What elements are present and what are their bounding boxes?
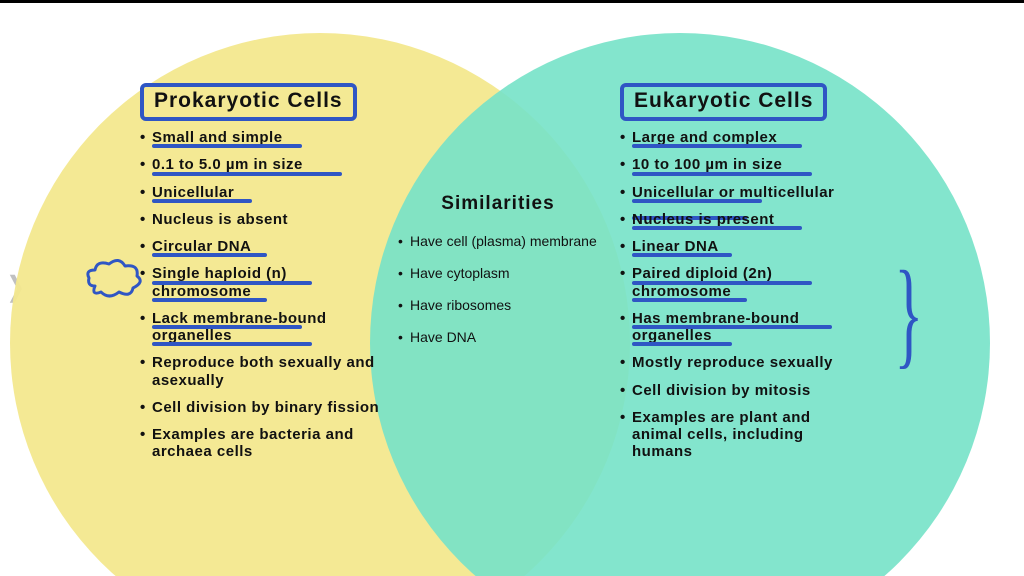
- list-item: Unicellular: [140, 184, 380, 201]
- underline-mark: [632, 342, 732, 346]
- list-item: Have ribosomes: [398, 297, 598, 313]
- list-item: Cell division by mitosis: [620, 382, 865, 399]
- list-item: Paired diploid (2n) chromosome: [620, 265, 865, 300]
- underline-mark: [632, 298, 747, 302]
- list-item: Linear DNA: [620, 238, 865, 255]
- left-column: Prokaryotic Cells Small and simple 0.1 to…: [140, 83, 380, 471]
- underline-mark: [632, 325, 832, 329]
- brace-doodle: }: [894, 253, 923, 373]
- list-item: Unicellular or multicellular: [620, 184, 865, 201]
- list-item: Examples are plant and animal cells, inc…: [620, 409, 865, 461]
- underline-mark: [632, 199, 762, 203]
- underline-mark: [152, 253, 267, 257]
- left-list: Small and simple 0.1 to 5.0 µm in size Uni…: [140, 129, 380, 461]
- list-item: Lack membrane-bound organelles: [140, 310, 380, 345]
- list-item: Has membrane-bound organelles: [620, 310, 865, 345]
- list-item: Nucleus is present: [620, 211, 865, 228]
- underline-mark: [152, 172, 342, 176]
- venn-diagram: ❯ Prokaryotic Cells Small and simple0.1 …: [0, 0, 1024, 576]
- middle-list: Have cell (plasma) membrane Have cytoplas…: [398, 233, 598, 345]
- underline-mark: [632, 226, 802, 230]
- middle-column: Similarities Have cell (plasma) membrane…: [398, 193, 598, 361]
- list-item: Mostly reproduce sexually: [620, 354, 865, 371]
- list-item: Large and complex: [620, 129, 865, 146]
- underline-mark: [632, 144, 802, 148]
- list-item: Have cell (plasma) membrane: [398, 233, 598, 249]
- list-item: Have cytoplasm: [398, 265, 598, 281]
- list-item: Nucleus is absent: [140, 211, 380, 228]
- underline-mark: [632, 281, 812, 285]
- middle-title: Similarities: [398, 193, 598, 215]
- list-item: Reproduce both sexually and asexually: [140, 354, 380, 389]
- underline-mark: [152, 325, 302, 329]
- list-item: Have DNA: [398, 329, 598, 345]
- cloud-doodle: [85, 258, 143, 298]
- underline-mark: [152, 281, 312, 285]
- underline-mark: [152, 144, 302, 148]
- right-title: Eukaryotic Cells: [620, 83, 827, 121]
- list-item: Single haploid (n) chromosome: [140, 265, 380, 300]
- list-item: Small and simple: [140, 129, 380, 146]
- list-item: 10 to 100 µm in size: [620, 156, 865, 173]
- underline-mark: [152, 298, 267, 302]
- list-item: Circular DNA: [140, 238, 380, 255]
- list-item: 0.1 to 5.0 µm in size: [140, 156, 380, 173]
- underline-mark: [632, 172, 812, 176]
- underline-mark: [632, 253, 732, 257]
- right-list: Large and complex 10 to 100 µm in size Uni…: [620, 129, 865, 461]
- list-item: Examples are bacteria and archaea cells: [140, 426, 380, 461]
- underline-mark: [152, 199, 252, 203]
- right-column: Eukaryotic Cells Large and complex 10 to …: [620, 83, 865, 471]
- left-title: Prokaryotic Cells: [140, 83, 357, 121]
- list-item: Cell division by binary fission: [140, 399, 380, 416]
- underline-mark: [152, 342, 312, 346]
